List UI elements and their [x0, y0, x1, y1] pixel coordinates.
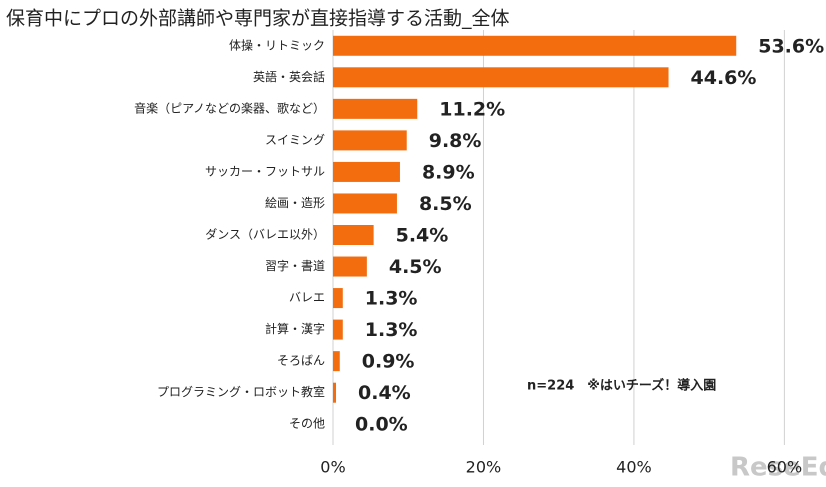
x-tick-label: 0%	[320, 458, 345, 477]
bar	[333, 98, 418, 119]
y-tick-label: そろばん	[277, 354, 325, 368]
bar	[333, 288, 343, 309]
value-label: 1.3%	[365, 288, 418, 310]
bar	[333, 161, 400, 182]
value-label: 53.6%	[758, 35, 824, 57]
bar	[333, 319, 343, 340]
value-label: 0.0%	[355, 414, 408, 436]
value-label: 4.5%	[389, 256, 442, 278]
y-tick-label: その他	[289, 417, 325, 431]
y-tick-label: 音楽（ピアノなどの楽器、歌など）	[134, 100, 325, 115]
value-label: 5.4%	[396, 225, 449, 247]
bar	[333, 351, 340, 372]
value-label: 8.9%	[422, 161, 475, 183]
y-tick-label: 習字・書道	[265, 258, 325, 273]
value-label: 0.9%	[362, 351, 415, 373]
value-label: 44.6%	[691, 67, 757, 89]
value-label: 0.4%	[358, 382, 411, 404]
bar	[333, 382, 337, 403]
y-tick-label: 絵画・造形	[265, 195, 325, 210]
y-tick-label: バレエ	[289, 291, 325, 305]
y-tick-label: 体操・リトミック	[229, 37, 325, 52]
value-label: 1.3%	[365, 319, 418, 341]
y-tick-label: スイミング	[265, 133, 325, 147]
x-tick-label: 60%	[767, 458, 803, 477]
annotation: n=224 ※はいチーズ！導入園	[527, 378, 716, 394]
x-tick-label: 20%	[466, 458, 502, 477]
bar	[333, 256, 367, 277]
watermark: ReseEd	[730, 453, 826, 483]
bar	[333, 193, 397, 214]
bar	[333, 67, 669, 88]
chart-title: 保育中にプロの外部講師や専門家が直接指導する活動_全体	[6, 8, 510, 30]
y-tick-label: サッカー・フットサル	[205, 164, 325, 178]
y-tick-label: プログラミング・ロボット教室	[157, 384, 325, 399]
x-tick-label: 40%	[616, 458, 652, 477]
value-label: 8.5%	[419, 193, 472, 215]
y-tick-label: ダンス（バレエ以外）	[205, 227, 325, 242]
y-tick-label: 英語・英会話	[253, 69, 325, 84]
value-label: 9.8%	[429, 130, 482, 152]
y-tick-label: 計算・漢字	[265, 321, 325, 336]
bar	[333, 225, 374, 245]
bar	[333, 130, 407, 151]
value-label: 11.2%	[439, 98, 505, 120]
bar	[333, 35, 737, 56]
